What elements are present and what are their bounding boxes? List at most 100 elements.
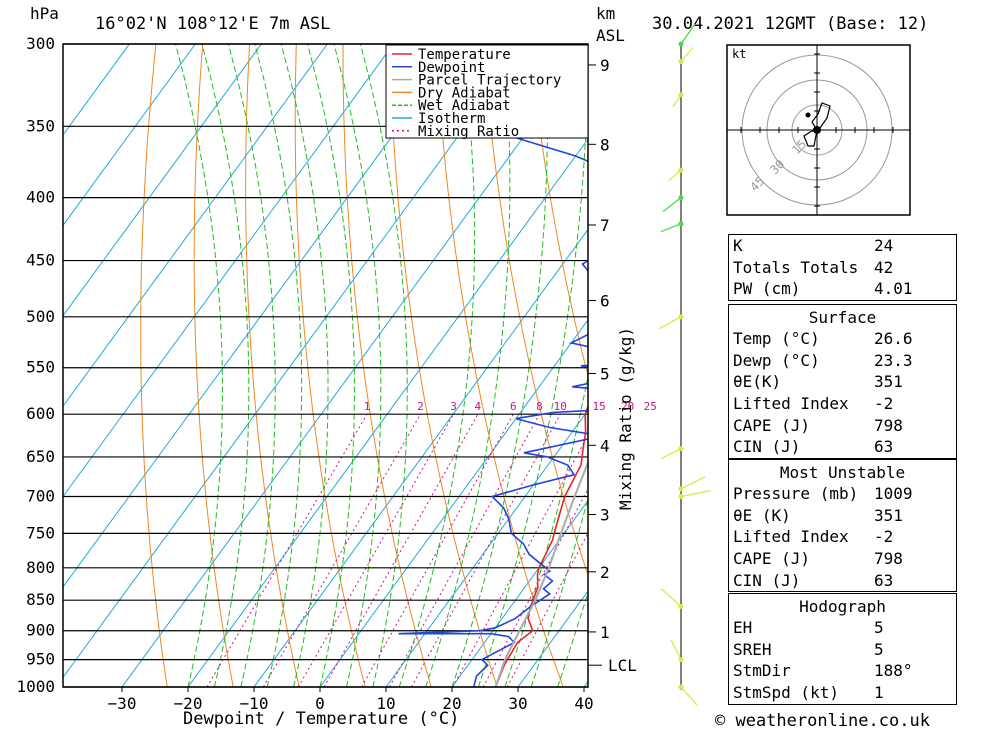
isotherm-line: [451, 499, 588, 687]
mixing-ratio-axis-title: Mixing Ratio (g/kg): [616, 326, 635, 510]
plot-frame: [62, 43, 589, 688]
km-unit-label: km: [596, 4, 616, 23]
mixing-ratio-label: 20: [621, 400, 634, 413]
pressure-tick-label: 850: [26, 590, 55, 609]
mixing-ratio-line: [323, 413, 479, 687]
series-temperature: [494, 404, 588, 687]
wind-barb-dot: [678, 221, 684, 227]
hodograph-trace: [803, 102, 831, 147]
mixing-ratio-label: 6: [510, 400, 517, 413]
legend-box: [385, 44, 589, 139]
wind-barb: [658, 316, 682, 330]
isotherm-line: [63, 44, 262, 317]
mixing-ratio-label: 4: [475, 400, 482, 413]
most-unstable-row: Lifted Index -2: [733, 527, 894, 547]
lcl-label: LCL: [608, 656, 637, 675]
mixing-ratio-label: 8: [536, 400, 543, 413]
wind-barb-dot: [678, 59, 684, 65]
series-parcel-trajectory: [494, 459, 588, 687]
pressure-tick-label: 550: [26, 358, 55, 377]
wind-barb: [660, 587, 682, 607]
most-unstable-row: Pressure (mb) 1009: [733, 484, 913, 503]
legend-entry: Dry Adiabat: [418, 85, 511, 101]
wet-adiabat-line: [398, 44, 476, 687]
isotherm-line: [63, 44, 526, 679]
wind-barb-dot: [678, 494, 684, 500]
surface-row: CAPE (J) 798: [733, 415, 903, 435]
mixing-ratio-line: [482, 488, 588, 687]
hodograph-storm-motion: [813, 126, 821, 134]
most-unstable-row: θE (K) 351: [733, 505, 903, 525]
x-tick-label: 40: [574, 694, 593, 713]
hodograph-row: StmDir 188°: [733, 661, 913, 681]
x-tick-label: −30: [108, 694, 137, 713]
wind-barb: [670, 639, 682, 660]
index-row: Totals Totals 42: [733, 257, 894, 277]
wind-barb: [668, 169, 682, 181]
wind-barb: [680, 489, 712, 498]
surface-row: θE(K) 351: [733, 372, 903, 392]
mixing-ratio-label: 2: [417, 400, 424, 413]
most-unstable-table: Most Unstable Pressure (mb) 1009 θE (K) 35…: [728, 459, 957, 593]
mixing-ratio-label: 3: [450, 400, 457, 413]
isotherm-line: [253, 228, 588, 687]
mixing-ratio-label: 1: [364, 400, 371, 413]
mixing-ratio-label: 10: [554, 400, 567, 413]
wind-barb-dot: [678, 684, 684, 690]
km-tick-label: 4: [600, 436, 610, 455]
pressure-tick-label: 800: [26, 558, 55, 577]
mixing-ratio-line: [388, 413, 540, 687]
wind-barb-dot: [678, 167, 684, 173]
surface-row: Lifted Index -2: [733, 394, 894, 414]
sounding-series: [398, 57, 588, 687]
x-tick-label: 0: [315, 694, 325, 713]
legend-entry: Dewpoint: [418, 60, 485, 76]
wind-barb-dot: [678, 446, 684, 452]
wet-adiabat-line: [201, 44, 250, 687]
wind-barb-dot: [678, 657, 684, 663]
isotherm-line: [63, 44, 130, 136]
index-row: PW (cm) 4.01: [733, 279, 913, 299]
wet-adiabat-line: [175, 44, 223, 687]
axis-labels: 1 2 3 4 6 8 10 15 20 2530035040045050055060065070…: [16, 34, 656, 713]
dry-adiabat-line: [529, 44, 588, 378]
km-tick-label: 9: [600, 56, 610, 75]
wet-adiabat-line: [227, 44, 276, 687]
pressure-tick-label: 400: [26, 188, 55, 207]
km-tick-label: 1: [600, 623, 610, 642]
pressure-tick-label: 450: [26, 251, 55, 270]
dry-adiabat-line: [951, 44, 1000, 687]
x-tick-label: 10: [376, 694, 395, 713]
hodograph-point: [805, 112, 811, 118]
wet-adiabat-line: [307, 44, 355, 687]
isotherm-line: [121, 47, 588, 687]
series-dewpoint: [398, 57, 588, 687]
legend-entry: Parcel Trajectory: [418, 73, 561, 89]
wet-adiabat-line: [477, 49, 588, 687]
wet-adiabat-line: [280, 44, 329, 687]
hodograph-title: Hodograph: [799, 597, 886, 616]
km-tick-label: 8: [600, 135, 610, 154]
most-unstable-row: CIN (J) 63: [733, 570, 894, 590]
wet-adiabat-line: [333, 44, 382, 687]
pressure-tick-label: 1000: [16, 677, 55, 696]
hodograph-unit-label: kt: [732, 47, 746, 61]
location-title: 16°02'N 108°12'E 7m ASL: [95, 14, 331, 34]
x-tick-label: −10: [240, 694, 269, 713]
mixing-ratio-label: 15: [593, 400, 606, 413]
mixing-ratio-line: [506, 531, 588, 687]
pressure-unit-label: hPa: [30, 4, 59, 23]
legend-entry: Isotherm: [418, 111, 485, 127]
x-tick-label: 20: [442, 694, 461, 713]
pressure-tick-label: 650: [26, 447, 55, 466]
wind-barb: [662, 197, 682, 213]
mixing-ratio-line: [452, 433, 588, 687]
wind-barb-dot: [678, 41, 684, 47]
hodograph-row: SREH 5: [733, 639, 884, 659]
wind-barb: [680, 686, 698, 706]
legend-entry: Mixing Ratio: [418, 124, 519, 140]
dry-adiabat-line: [193, 44, 234, 687]
pressure-tick-label: 500: [26, 307, 55, 326]
